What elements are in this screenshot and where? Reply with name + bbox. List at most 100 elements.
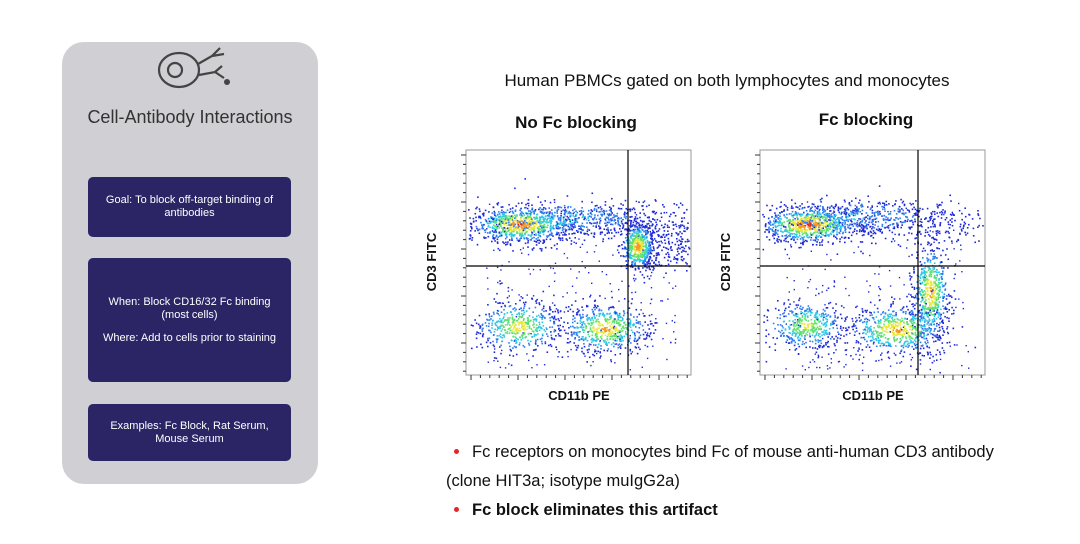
event	[537, 233, 540, 235]
event	[584, 267, 586, 269]
event	[767, 221, 770, 224]
event	[840, 227, 842, 230]
event	[543, 329, 546, 331]
event	[821, 215, 824, 218]
event	[646, 223, 648, 225]
event	[558, 226, 560, 229]
event	[538, 220, 540, 222]
event	[817, 236, 819, 238]
event	[645, 205, 648, 208]
event	[869, 230, 872, 233]
event	[805, 229, 807, 231]
event	[841, 219, 844, 221]
event	[615, 326, 617, 329]
event	[615, 312, 618, 314]
event	[920, 243, 922, 246]
y-axis-label: CD3 FITC	[718, 232, 733, 291]
event	[539, 225, 542, 227]
event	[639, 348, 641, 351]
event	[496, 219, 499, 221]
event	[507, 217, 510, 220]
event	[550, 336, 553, 339]
event	[843, 212, 846, 215]
event	[822, 227, 824, 229]
event	[590, 343, 592, 346]
event	[658, 240, 660, 243]
event	[916, 336, 918, 338]
event	[563, 210, 566, 212]
event	[896, 222, 899, 225]
event	[577, 331, 579, 333]
event	[610, 214, 612, 216]
event	[507, 322, 509, 324]
event	[499, 321, 501, 323]
event	[530, 328, 533, 330]
event	[518, 324, 520, 326]
event	[858, 223, 861, 225]
event	[631, 246, 633, 248]
event	[977, 226, 979, 228]
event	[631, 291, 633, 294]
event	[799, 234, 801, 237]
event	[944, 218, 947, 221]
event	[591, 337, 593, 340]
event	[918, 286, 920, 289]
event	[936, 230, 939, 232]
event	[526, 227, 529, 229]
event	[621, 247, 624, 250]
event	[935, 340, 937, 342]
event	[498, 213, 501, 215]
event	[972, 235, 975, 237]
event	[982, 225, 984, 227]
event	[542, 224, 545, 227]
event	[620, 328, 623, 330]
event	[628, 322, 630, 324]
event	[579, 322, 582, 325]
event	[599, 219, 602, 222]
event	[932, 293, 934, 296]
event	[810, 239, 812, 241]
event	[534, 216, 536, 219]
event	[617, 231, 620, 234]
event	[792, 207, 794, 209]
event	[613, 307, 615, 309]
event	[481, 224, 483, 226]
event	[613, 332, 616, 335]
event	[794, 213, 796, 215]
event	[629, 230, 631, 232]
event	[780, 224, 782, 227]
event	[639, 258, 641, 261]
event	[826, 229, 829, 231]
event	[507, 286, 510, 289]
event	[477, 196, 479, 198]
event	[637, 321, 640, 323]
event	[652, 325, 655, 327]
event	[924, 309, 926, 311]
event	[941, 295, 944, 298]
event	[925, 288, 927, 290]
event	[776, 233, 779, 236]
event	[938, 336, 940, 339]
event	[591, 323, 593, 325]
event	[825, 230, 827, 233]
event	[526, 238, 528, 240]
event	[482, 213, 485, 216]
event	[528, 342, 530, 345]
event	[927, 241, 929, 243]
event	[531, 227, 534, 229]
event	[576, 277, 578, 279]
event	[799, 218, 802, 221]
event	[536, 239, 539, 242]
event	[527, 199, 530, 201]
event	[861, 209, 864, 212]
event	[593, 217, 595, 220]
event	[527, 319, 529, 322]
event	[542, 290, 545, 293]
event	[922, 297, 925, 300]
event	[634, 218, 636, 220]
event	[509, 217, 512, 220]
event	[586, 228, 589, 231]
event	[497, 204, 499, 206]
event	[668, 240, 670, 243]
event	[611, 330, 614, 333]
